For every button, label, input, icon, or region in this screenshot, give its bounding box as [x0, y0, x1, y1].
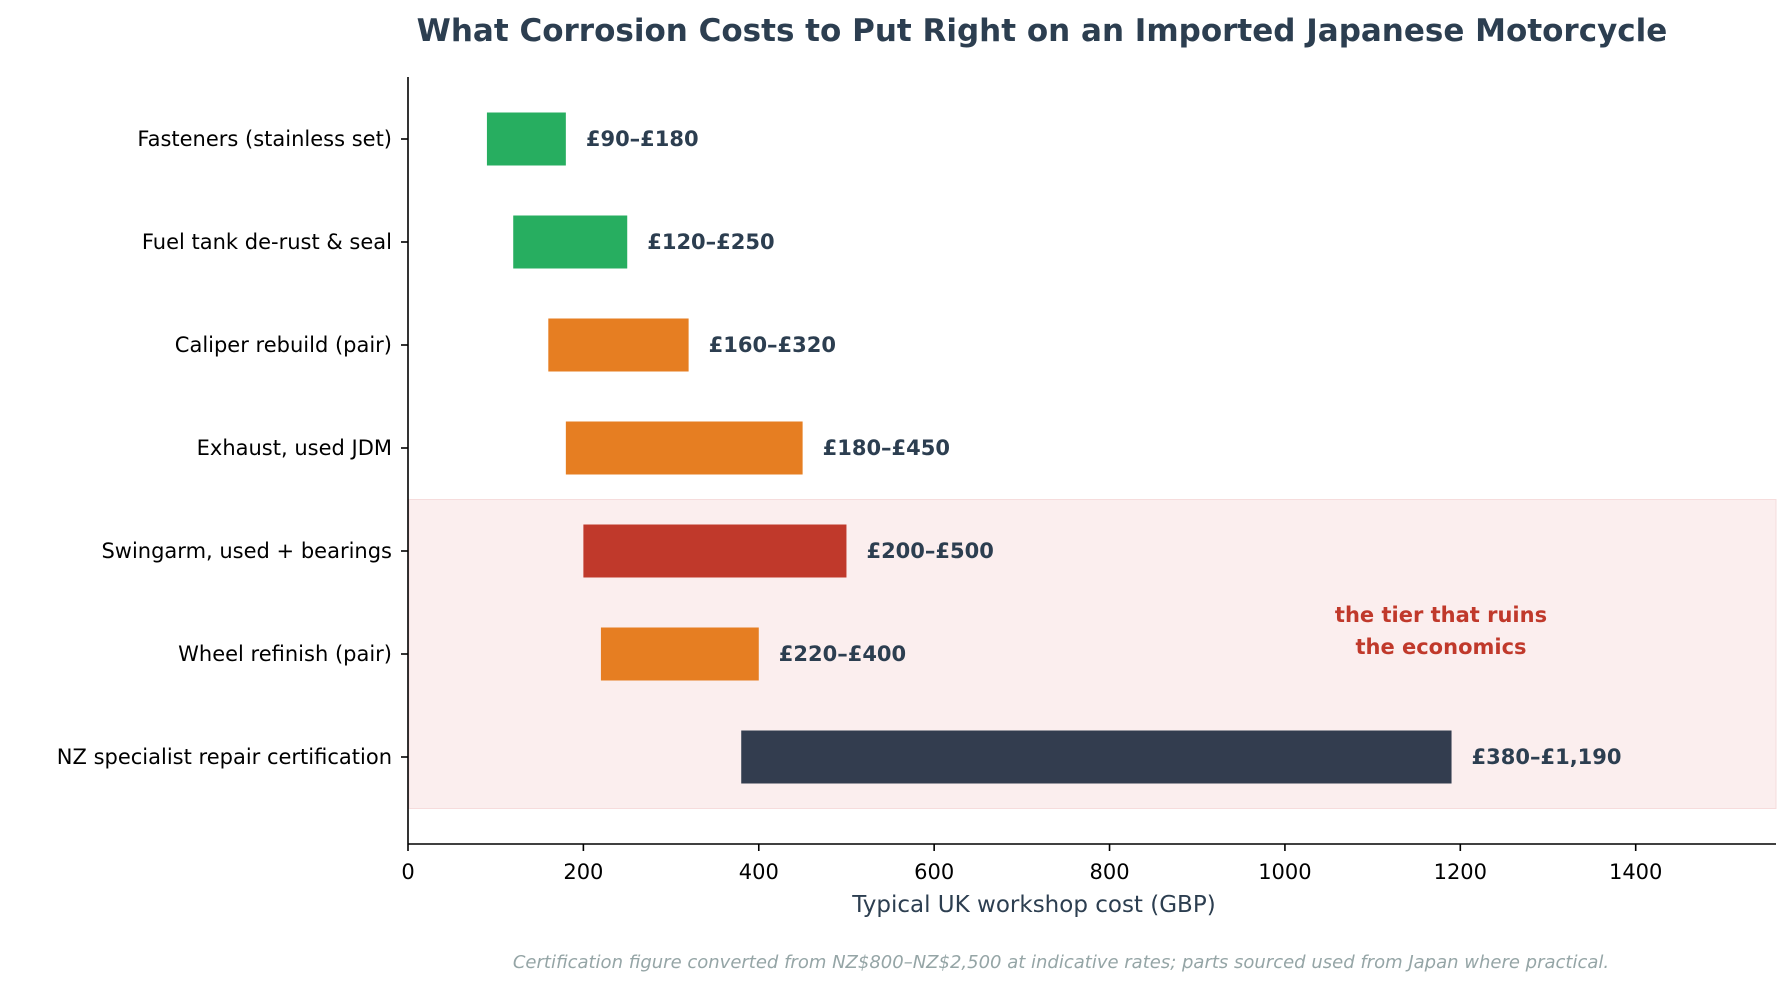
x-tick-label: 400 — [739, 860, 779, 884]
bar-6 — [741, 730, 1452, 784]
x-ticks-layer: 0 200 400 600 800 1000 1200 1400 — [401, 844, 1662, 884]
bar-4 — [583, 524, 847, 578]
category-label: Fuel tank de-rust & seal — [142, 230, 392, 254]
x-tick-label: 0 — [401, 860, 414, 884]
bar-1 — [513, 215, 628, 269]
bar-2 — [548, 318, 689, 372]
bar-3 — [565, 421, 803, 475]
x-tick-label: 600 — [914, 860, 954, 884]
x-axis-label: Typical UK workshop cost (GBP) — [851, 892, 1215, 918]
bar-0 — [486, 112, 566, 166]
chart-title: What Corrosion Costs to Put Right on an … — [417, 13, 1668, 49]
category-labels-layer: Fasteners (stainless set) Fuel tank de-ru… — [57, 127, 408, 769]
data-labels-layer: £90–£180 £120–£250 £160–£320 £180–£450 £200–… — [586, 127, 1622, 769]
category-label: Fasteners (stainless set) — [137, 127, 392, 151]
bar-5 — [600, 627, 759, 681]
highlight-annotation-line-2: the economics — [1355, 635, 1526, 659]
data-label: £180–£450 — [823, 436, 950, 460]
data-label: £160–£320 — [709, 333, 836, 357]
data-label: £90–£180 — [586, 127, 699, 151]
category-label: Wheel refinish (pair) — [178, 642, 392, 666]
x-tick-label: 800 — [1089, 860, 1129, 884]
category-label: Caliper rebuild (pair) — [175, 333, 392, 357]
category-label: Swingarm, used + bearings — [101, 539, 392, 563]
footnote: Certification figure converted from NZ$8… — [513, 952, 1609, 973]
data-label: £200–£500 — [866, 539, 993, 563]
data-label: £380–£1,190 — [1472, 745, 1622, 769]
data-label: £220–£400 — [779, 642, 906, 666]
category-label: NZ specialist repair certification — [57, 745, 392, 769]
highlight-annotation-line-1: the tier that ruins — [1335, 603, 1547, 627]
data-label: £120–£250 — [647, 230, 774, 254]
x-tick-label: 1400 — [1609, 860, 1662, 884]
bars-layer — [486, 112, 1452, 784]
x-tick-label: 1000 — [1258, 860, 1311, 884]
category-label: Exhaust, used JDM — [197, 436, 392, 460]
x-tick-label: 200 — [563, 860, 603, 884]
x-tick-label: 1200 — [1434, 860, 1487, 884]
